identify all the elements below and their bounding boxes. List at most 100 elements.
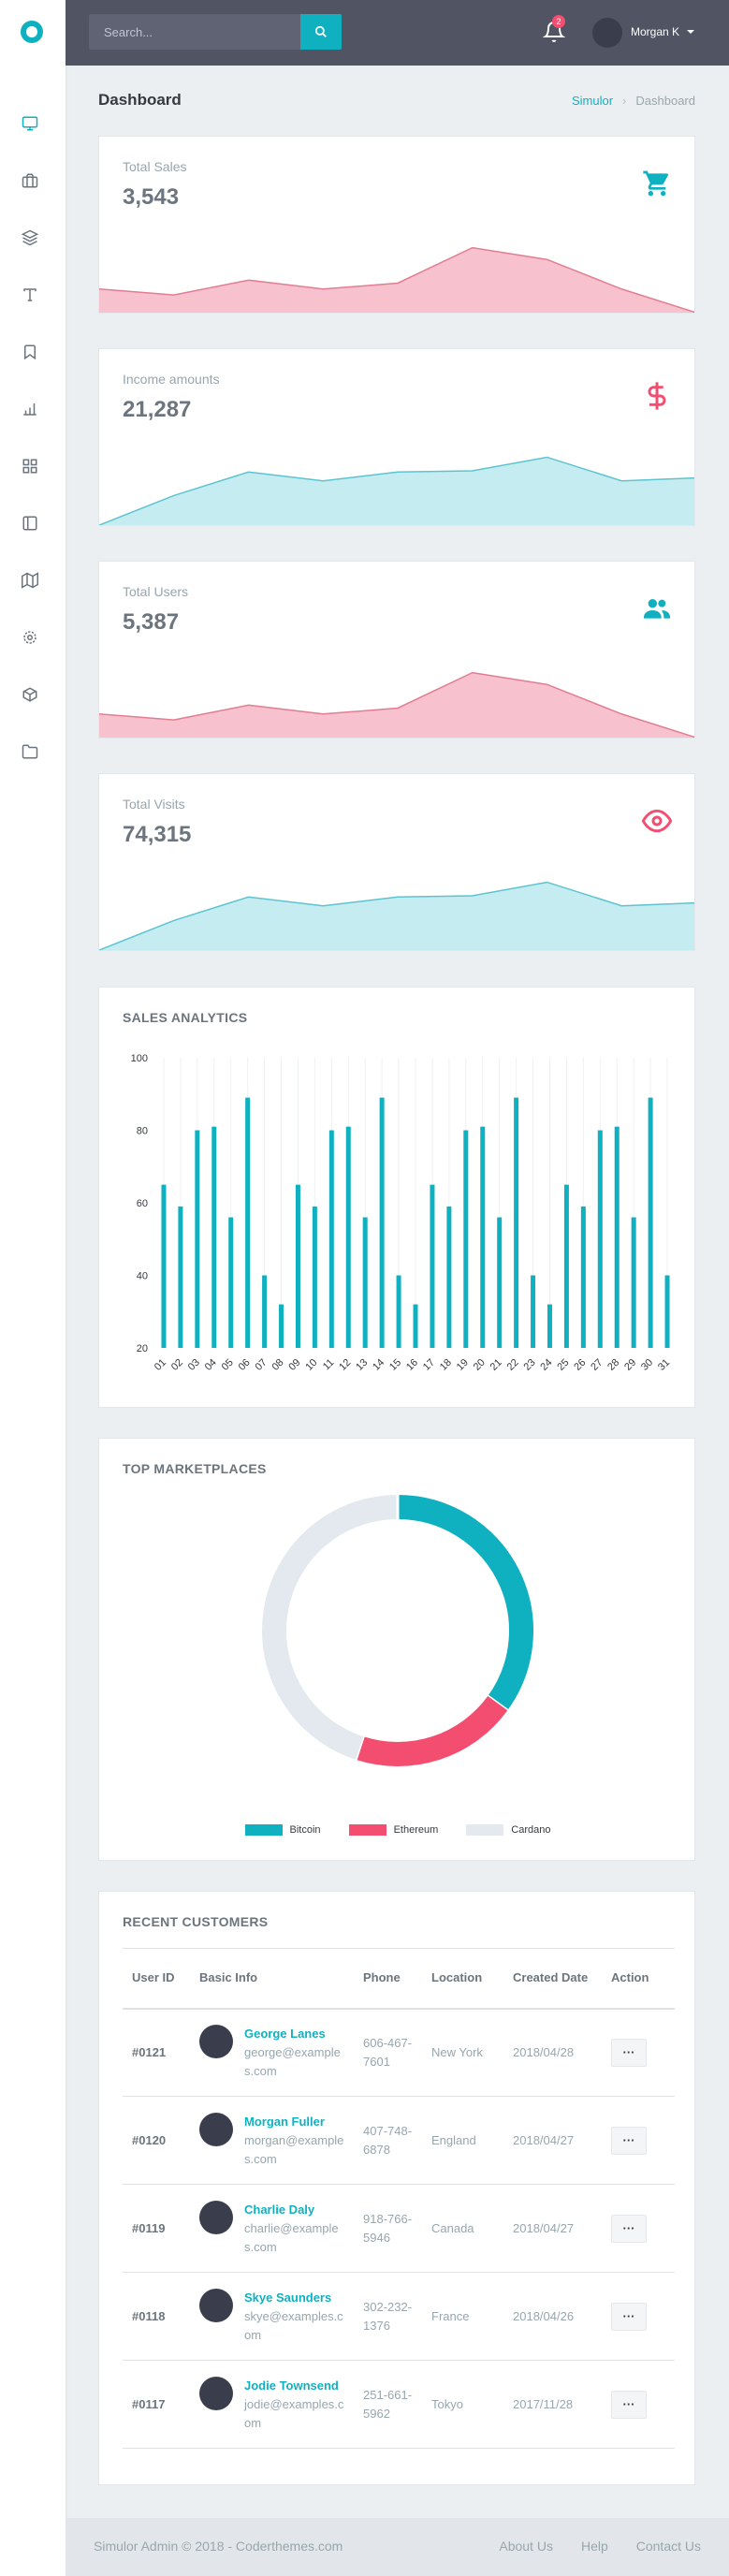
breadcrumb-link[interactable]: Simulor <box>571 94 614 108</box>
sparkline-line <box>99 456 694 525</box>
y-tick-label: 80 <box>137 1126 148 1137</box>
avatar <box>199 2288 233 2322</box>
copyright: Simulor Admin © 2018 - Coderthemes.com <box>94 2539 343 2554</box>
stat-label: Total Visits <box>123 797 185 812</box>
x-tick-label: 08 <box>270 1357 285 1373</box>
location: Tokyo <box>422 2360 503 2449</box>
footer-link-contact[interactable]: Contact Us <box>635 2539 701 2554</box>
chevron-down-icon[interactable] <box>687 30 694 34</box>
stat-label: Total Sales <box>123 159 187 174</box>
customer-email: jodie@examples.com <box>244 2396 344 2430</box>
x-tick-label: 03 <box>186 1357 202 1373</box>
search-button[interactable] <box>300 14 342 50</box>
sparkline-line <box>99 671 694 738</box>
phone: 606-467-7601 <box>354 2008 422 2097</box>
box-icon[interactable] <box>21 685 39 704</box>
sparkline <box>99 881 694 950</box>
type-icon[interactable] <box>21 285 39 304</box>
donut-slice <box>356 1695 508 1766</box>
column-header: Action <box>602 1948 675 2010</box>
customer-name[interactable]: George Lanes <box>244 2026 326 2041</box>
stat-card-visits: Total Visits 74,315 <box>98 773 695 951</box>
grid-icon[interactable] <box>21 457 39 476</box>
stat-value: 21,287 <box>123 397 192 422</box>
bookmark-icon[interactable] <box>21 343 39 361</box>
x-tick-label: 22 <box>505 1357 521 1373</box>
footer-link-about[interactable]: About Us <box>499 2539 553 2554</box>
action-button[interactable]: ··· <box>611 2302 647 2331</box>
bar <box>631 1217 636 1348</box>
created-date: 2018/04/27 <box>503 2184 602 2273</box>
user-avatar[interactable] <box>592 18 622 48</box>
y-tick-label: 20 <box>137 1343 148 1354</box>
marketplace-donut-chart <box>262 1495 533 1766</box>
customer-email: skye@examples.com <box>244 2308 343 2342</box>
monitor-icon[interactable] <box>21 114 39 133</box>
action-cell: ··· <box>602 2360 675 2449</box>
avatar <box>199 2024 233 2058</box>
x-tick-label: 31 <box>656 1357 672 1373</box>
legend-item[interactable]: Cardano <box>466 1824 550 1836</box>
bar <box>362 1217 368 1348</box>
user-id: #0118 <box>123 2272 190 2361</box>
sidebar-layout-icon[interactable] <box>21 514 39 533</box>
bar <box>195 1130 200 1348</box>
bar <box>379 1097 385 1348</box>
action-button[interactable]: ··· <box>611 2038 647 2067</box>
layers-icon[interactable] <box>21 228 39 247</box>
settings-icon[interactable] <box>21 628 39 647</box>
bar <box>228 1217 234 1348</box>
legend-swatch <box>244 1824 283 1836</box>
topbar: 2 Morgan K <box>66 0 729 66</box>
eye-icon <box>642 809 672 833</box>
stat-label: Income amounts <box>123 372 220 387</box>
table-row: #0118 Skye Saunders skye@examples.com 302… <box>123 2272 675 2361</box>
legend-item[interactable]: Ethereum <box>348 1824 438 1836</box>
bar <box>279 1304 284 1348</box>
customer-name[interactable]: Skye Saunders <box>244 2290 332 2305</box>
customer-name[interactable]: Morgan Fuller <box>244 2114 325 2129</box>
location: France <box>422 2272 503 2361</box>
action-button[interactable]: ··· <box>611 2214 647 2243</box>
breadcrumb-current: Dashboard <box>635 94 695 108</box>
action-cell: ··· <box>602 2096 675 2185</box>
slice-separator <box>486 1694 509 1713</box>
user-name[interactable]: Morgan K <box>631 25 680 38</box>
search-input[interactable] <box>89 14 304 50</box>
card-title: TOP MARKETPLACES <box>123 1461 267 1476</box>
table-header-row: User ID Basic Info Phone Location Create… <box>123 1948 675 2010</box>
x-tick-label: 05 <box>220 1357 236 1373</box>
customer-name[interactable]: Jodie Townsend <box>244 2378 339 2393</box>
table-row: #0121 George Lanes george@examples.com 60… <box>123 2008 675 2097</box>
x-tick-label: 06 <box>237 1357 253 1373</box>
user-id: #0119 <box>123 2184 190 2273</box>
folder-icon[interactable] <box>21 742 39 761</box>
legend-item[interactable]: Bitcoin <box>244 1824 321 1836</box>
card-title: RECENT CUSTOMERS <box>123 1914 269 1929</box>
footer-link-help[interactable]: Help <box>580 2539 608 2554</box>
action-cell: ··· <box>602 2008 675 2097</box>
bar <box>463 1130 469 1348</box>
briefcase-icon[interactable] <box>21 171 39 190</box>
x-tick-label: 24 <box>538 1357 554 1373</box>
action-button[interactable]: ··· <box>611 2126 647 2155</box>
bar <box>531 1275 536 1348</box>
map-icon[interactable] <box>21 571 39 590</box>
bar-chart-icon[interactable] <box>21 400 39 418</box>
bar <box>480 1126 486 1348</box>
table-row: #0117 Jodie Townsend jodie@examples.com 2… <box>123 2360 675 2449</box>
legend-label: Cardano <box>511 1824 551 1836</box>
search-box <box>89 14 342 50</box>
logo[interactable] <box>21 21 43 43</box>
x-tick-label: 20 <box>472 1357 488 1373</box>
sparkline <box>99 456 694 525</box>
marketplaces-card: TOP MARKETPLACES Bitcoin Ethereum Cardan… <box>98 1438 695 1861</box>
stat-card-sales: Total Sales 3,543 <box>98 136 695 314</box>
action-button[interactable]: ··· <box>611 2390 647 2419</box>
customer-email: morgan@examples.com <box>244 2132 344 2166</box>
customer-name[interactable]: Charlie Daly <box>244 2202 315 2217</box>
x-tick-label: 12 <box>337 1357 353 1373</box>
y-tick-label: 40 <box>137 1271 148 1282</box>
x-tick-label: 07 <box>254 1357 270 1373</box>
x-tick-label: 23 <box>522 1357 538 1373</box>
